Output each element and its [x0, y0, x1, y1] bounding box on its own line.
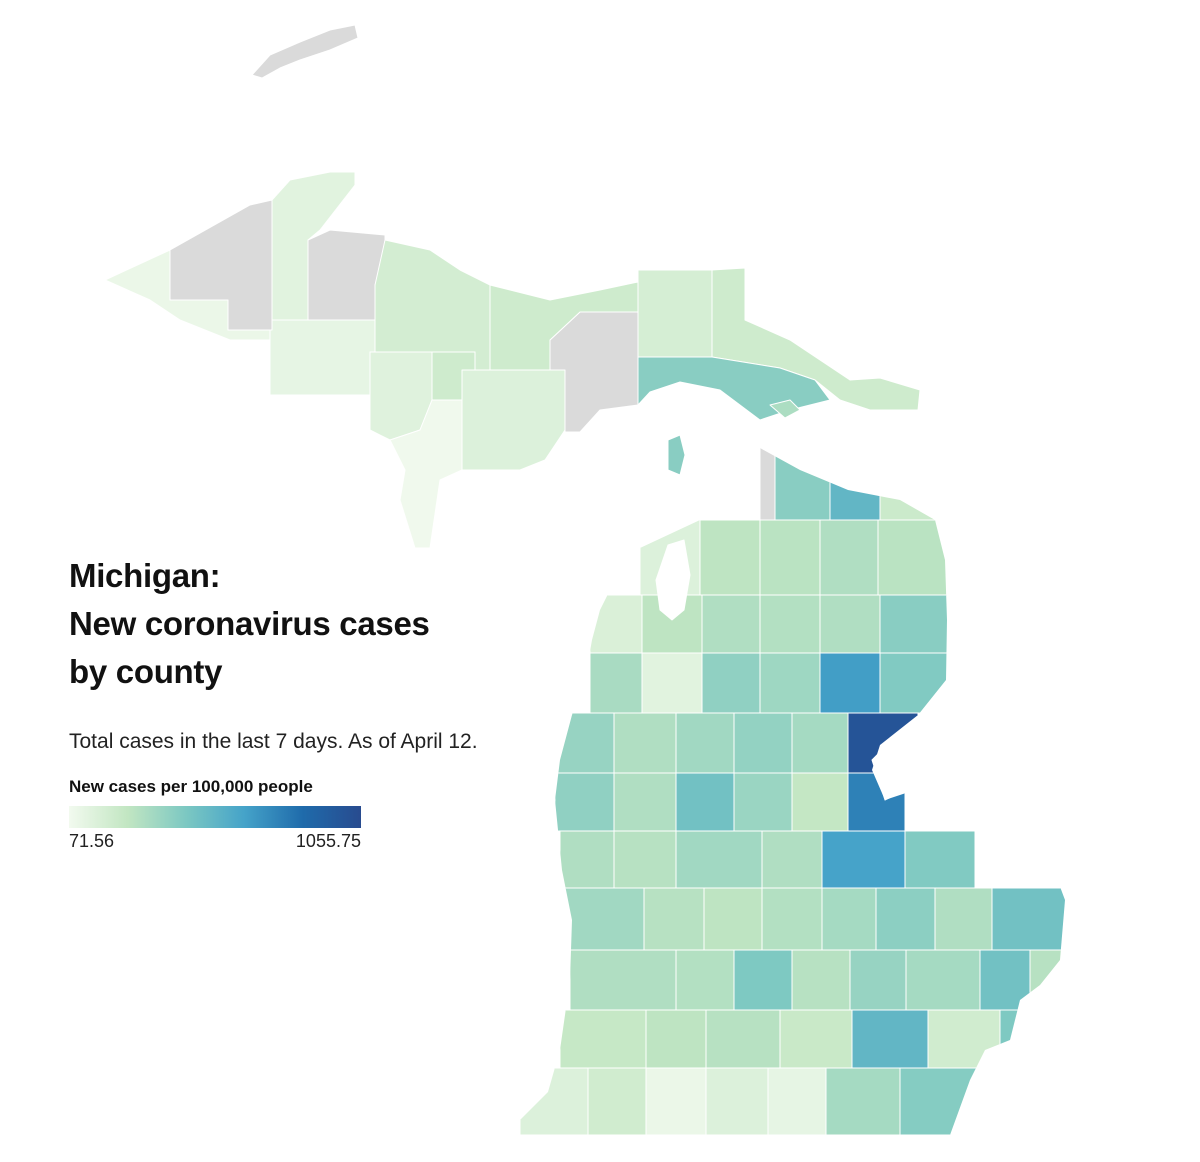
- county-shape: [589, 652, 643, 714]
- county-shape: [703, 887, 763, 951]
- island-shape: [667, 434, 686, 476]
- lakes: [655, 539, 921, 801]
- county-shape: [269, 319, 376, 396]
- county-shape: [701, 652, 761, 714]
- county-shape: [675, 830, 763, 889]
- county-shape: [927, 1009, 1001, 1069]
- lake-shape: [655, 539, 691, 621]
- county-shape: [733, 712, 793, 774]
- county-shape: [705, 1067, 769, 1135]
- county-shape: [829, 448, 881, 521]
- county-shape: [819, 519, 879, 596]
- county-shape: [705, 1009, 781, 1069]
- county-shape: [271, 171, 356, 321]
- county-shape: [643, 887, 705, 951]
- county-shape: [759, 448, 776, 521]
- county-shape: [701, 594, 761, 654]
- county-shape: [849, 949, 907, 1011]
- county-shape: [879, 594, 949, 654]
- county-shape: [759, 594, 821, 654]
- upper-peninsula-counties: [104, 171, 921, 549]
- islands: [251, 24, 801, 476]
- county-shape: [877, 519, 949, 596]
- county-shape: [875, 887, 936, 951]
- county-shape: [934, 887, 993, 951]
- county-shape: [675, 712, 735, 774]
- county-shape: [821, 830, 906, 889]
- county-shape: [641, 652, 703, 714]
- island-shape: [769, 399, 801, 419]
- county-shape: [733, 949, 793, 1011]
- legend-labels: 71.56 1055.75: [69, 831, 361, 855]
- county-shape: [767, 1067, 827, 1135]
- county-shape: [791, 949, 851, 1011]
- county-shape: [761, 887, 823, 951]
- lower-peninsula-counties: [520, 448, 1065, 1135]
- map-subtitle: Total cases in the last 7 days. As of Ap…: [69, 730, 478, 753]
- legend-max-label: 1055.75: [295, 831, 361, 851]
- county-shape: [759, 652, 821, 714]
- county-shape: [759, 519, 821, 596]
- county-shape: [559, 830, 615, 889]
- county-shape: [169, 199, 273, 331]
- county-shape: [979, 949, 1031, 1011]
- county-shape: [791, 772, 849, 832]
- legend-min-label: 71.56: [69, 831, 115, 851]
- county-shape: [489, 281, 639, 371]
- county-shape: [999, 1009, 1051, 1069]
- map-title: Michigan: New coronavirus cases by count…: [69, 552, 549, 696]
- county-shape: [554, 772, 615, 832]
- county-shape: [899, 1067, 991, 1135]
- county-shape: [774, 448, 831, 521]
- title-line: by county: [69, 653, 223, 690]
- county-shape: [819, 652, 881, 714]
- county-shape: [779, 1009, 853, 1069]
- county-shape: [761, 830, 823, 889]
- county-shape: [825, 1067, 901, 1135]
- county-shape: [904, 830, 976, 889]
- color-legend: New cases per 100,000 people 71.56 1055.…: [69, 777, 361, 855]
- county-shape: [569, 949, 677, 1011]
- county-shape: [821, 887, 877, 951]
- county-shape: [389, 399, 463, 549]
- county-shape: [645, 1067, 707, 1135]
- county-shape: [1029, 949, 1065, 1011]
- county-shape: [879, 448, 936, 521]
- legend-gradient-bar: [69, 806, 361, 828]
- county-shape: [819, 594, 881, 654]
- county-shape: [461, 369, 566, 471]
- county-shape: [699, 519, 761, 596]
- county-shape: [613, 830, 677, 889]
- title-block: Michigan: New coronavirus cases by count…: [69, 552, 549, 696]
- county-shape: [307, 229, 386, 321]
- county-shape: [613, 712, 677, 774]
- county-shape: [733, 772, 793, 832]
- county-shape: [905, 949, 981, 1011]
- county-shape: [675, 772, 735, 832]
- lake-shape: [871, 724, 921, 801]
- county-shape: [675, 949, 735, 1011]
- county-shape: [520, 1067, 589, 1135]
- county-shape: [554, 712, 615, 774]
- county-shape: [879, 652, 949, 714]
- county-shape: [791, 712, 849, 774]
- county-shape: [637, 269, 713, 358]
- county-shape: [559, 887, 645, 951]
- county-shape: [589, 594, 643, 654]
- county-shape: [613, 772, 677, 832]
- title-line: New coronavirus cases: [69, 605, 430, 642]
- county-shape: [991, 887, 1065, 951]
- legend-title: New cases per 100,000 people: [69, 777, 313, 796]
- county-shape: [645, 1009, 707, 1069]
- island-shape: [251, 24, 359, 79]
- county-shape: [851, 1009, 929, 1069]
- county-shape: [587, 1067, 647, 1135]
- title-line: Michigan:: [69, 557, 221, 594]
- county-shape: [559, 1009, 647, 1069]
